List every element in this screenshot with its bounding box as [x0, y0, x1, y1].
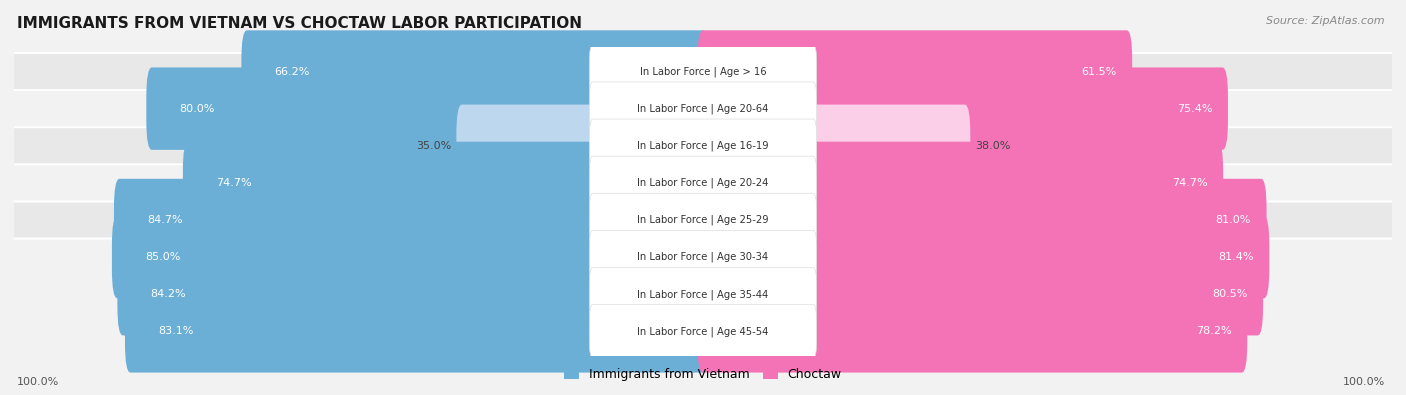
FancyBboxPatch shape	[112, 216, 709, 298]
Text: 78.2%: 78.2%	[1195, 326, 1232, 337]
FancyBboxPatch shape	[697, 30, 1132, 113]
Text: 80.0%: 80.0%	[180, 103, 215, 114]
Text: 74.7%: 74.7%	[217, 178, 252, 188]
FancyBboxPatch shape	[697, 290, 1247, 372]
Text: 83.1%: 83.1%	[157, 326, 194, 337]
FancyBboxPatch shape	[0, 239, 1406, 395]
FancyBboxPatch shape	[0, 0, 1406, 164]
Text: 74.7%: 74.7%	[1171, 178, 1208, 188]
FancyBboxPatch shape	[697, 142, 1223, 224]
Text: 75.4%: 75.4%	[1177, 103, 1212, 114]
Text: Source: ZipAtlas.com: Source: ZipAtlas.com	[1267, 16, 1385, 26]
FancyBboxPatch shape	[117, 253, 709, 335]
Text: In Labor Force | Age 30-34: In Labor Force | Age 30-34	[637, 252, 769, 262]
Text: In Labor Force | Age 20-24: In Labor Force | Age 20-24	[637, 178, 769, 188]
Text: 84.2%: 84.2%	[150, 289, 186, 299]
FancyBboxPatch shape	[0, 16, 1406, 201]
FancyBboxPatch shape	[589, 305, 817, 358]
FancyBboxPatch shape	[697, 253, 1263, 335]
FancyBboxPatch shape	[589, 45, 817, 98]
FancyBboxPatch shape	[589, 193, 817, 247]
Text: 80.5%: 80.5%	[1212, 289, 1247, 299]
Text: In Labor Force | Age > 16: In Labor Force | Age > 16	[640, 66, 766, 77]
Text: 35.0%: 35.0%	[416, 141, 451, 151]
FancyBboxPatch shape	[242, 30, 709, 113]
Legend: Immigrants from Vietnam, Choctaw: Immigrants from Vietnam, Choctaw	[560, 363, 846, 386]
Text: 81.4%: 81.4%	[1218, 252, 1254, 262]
Text: In Labor Force | Age 20-64: In Labor Force | Age 20-64	[637, 103, 769, 114]
FancyBboxPatch shape	[589, 267, 817, 321]
FancyBboxPatch shape	[697, 105, 970, 187]
FancyBboxPatch shape	[457, 105, 709, 187]
Text: In Labor Force | Age 25-29: In Labor Force | Age 25-29	[637, 215, 769, 225]
FancyBboxPatch shape	[697, 179, 1267, 261]
FancyBboxPatch shape	[0, 127, 1406, 313]
FancyBboxPatch shape	[0, 201, 1406, 387]
Text: 100.0%: 100.0%	[1343, 377, 1385, 387]
FancyBboxPatch shape	[697, 216, 1270, 298]
Text: 84.7%: 84.7%	[148, 215, 183, 225]
Text: In Labor Force | Age 35-44: In Labor Force | Age 35-44	[637, 289, 769, 299]
FancyBboxPatch shape	[125, 290, 709, 372]
Text: 100.0%: 100.0%	[17, 377, 59, 387]
FancyBboxPatch shape	[0, 90, 1406, 276]
FancyBboxPatch shape	[0, 53, 1406, 239]
FancyBboxPatch shape	[183, 142, 709, 224]
FancyBboxPatch shape	[589, 119, 817, 173]
Text: 66.2%: 66.2%	[274, 66, 309, 77]
FancyBboxPatch shape	[114, 179, 709, 261]
Text: IMMIGRANTS FROM VIETNAM VS CHOCTAW LABOR PARTICIPATION: IMMIGRANTS FROM VIETNAM VS CHOCTAW LABOR…	[17, 16, 582, 31]
Text: 38.0%: 38.0%	[976, 141, 1011, 151]
FancyBboxPatch shape	[589, 82, 817, 135]
FancyBboxPatch shape	[589, 230, 817, 284]
FancyBboxPatch shape	[146, 68, 709, 150]
Text: In Labor Force | Age 16-19: In Labor Force | Age 16-19	[637, 141, 769, 151]
FancyBboxPatch shape	[0, 164, 1406, 350]
FancyBboxPatch shape	[589, 156, 817, 210]
Text: 61.5%: 61.5%	[1081, 66, 1116, 77]
Text: In Labor Force | Age 45-54: In Labor Force | Age 45-54	[637, 326, 769, 337]
Text: 81.0%: 81.0%	[1215, 215, 1251, 225]
FancyBboxPatch shape	[697, 68, 1227, 150]
Text: 85.0%: 85.0%	[145, 252, 180, 262]
